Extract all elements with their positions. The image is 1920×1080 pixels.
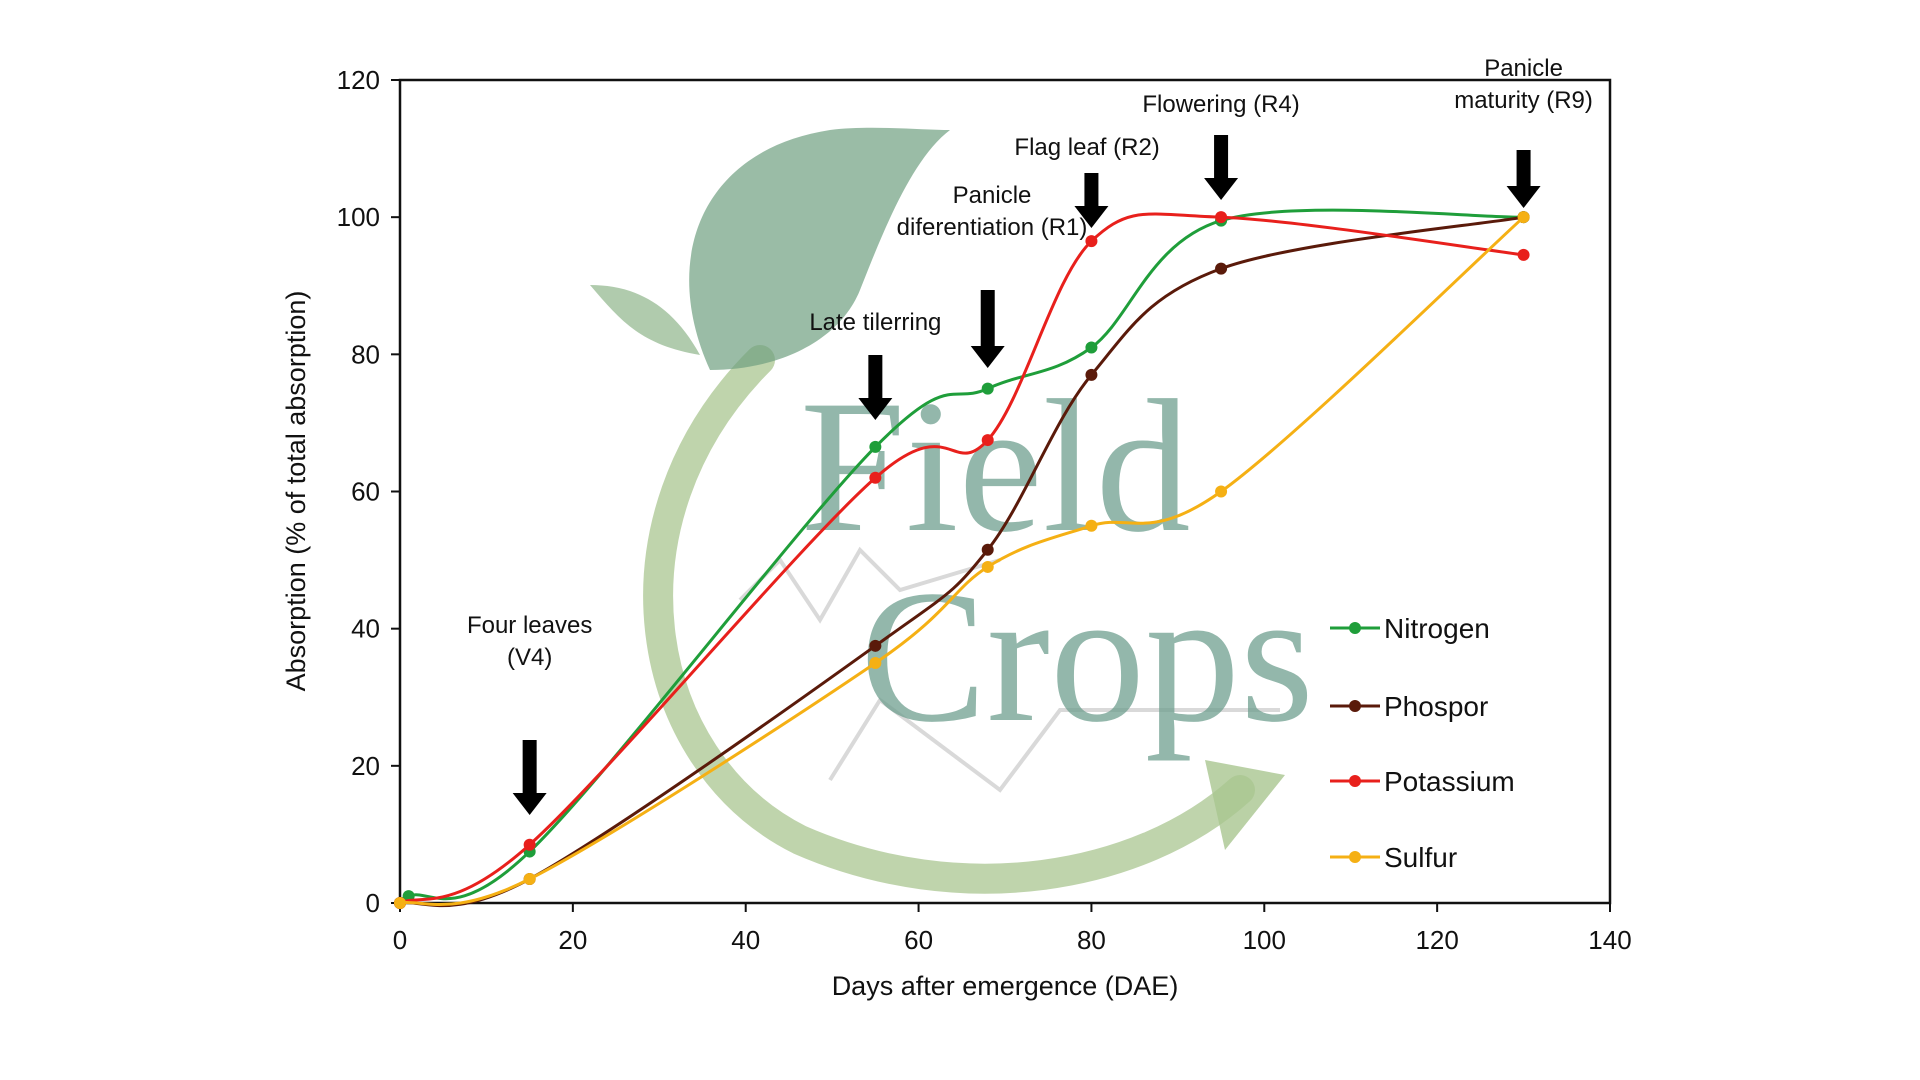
- y-axis-title: Absorption (% of total absorption): [281, 291, 311, 692]
- x-axis-title: Days after emergence (DAE): [832, 971, 1179, 1001]
- series-layer: [394, 208, 1530, 909]
- arrow-down-icon: [1204, 178, 1239, 200]
- data-point-sulfur: [394, 897, 406, 909]
- arrow-down-icon: [512, 793, 547, 815]
- y-tick-label: 60: [351, 477, 380, 507]
- data-point-potassium: [869, 471, 882, 484]
- x-tick-label: 100: [1243, 925, 1286, 955]
- arrow-shaft: [980, 290, 995, 348]
- data-point-potassium: [981, 434, 994, 447]
- x-tick-label: 40: [731, 925, 760, 955]
- axis-ticks: 0 20 40 60 80 100 120 140 0 20 40 60 80 100 120: [337, 65, 1632, 955]
- annotation-label: Flag leaf (R2): [1014, 134, 1159, 161]
- annotation-label: Four leaves: [467, 612, 592, 639]
- data-point-phospor: [981, 543, 994, 556]
- arrow-shaft: [1084, 173, 1099, 208]
- data-point-sulfur: [1085, 519, 1098, 532]
- legend-label: Sulfur: [1384, 842, 1457, 873]
- annotation-label: (V4): [507, 644, 552, 671]
- legend-label: Nitrogen: [1384, 613, 1490, 644]
- arrow-down-icon: [970, 346, 1005, 368]
- y-tick-label: 0: [366, 888, 380, 918]
- annotation-label: Panicle: [953, 182, 1032, 209]
- y-tick-label: 40: [351, 614, 380, 644]
- legend: Nitrogen Phospor Potassium Sulfur: [1330, 613, 1515, 873]
- data-point-sulfur: [869, 656, 882, 669]
- x-tick-label: 80: [1077, 925, 1106, 955]
- annotation-label: Flowering (R4): [1142, 91, 1299, 118]
- annotation-label: Late tilerring: [809, 309, 941, 336]
- data-point-phospor: [869, 639, 882, 652]
- legend-marker: [1349, 700, 1361, 712]
- legend-marker: [1349, 851, 1361, 863]
- legend-marker: [1349, 622, 1361, 634]
- annotation-label: diferentiation (R1): [897, 214, 1088, 241]
- data-point-nitrogen: [981, 382, 994, 395]
- series-line-potassium: [399, 212, 1524, 905]
- data-point-potassium: [1085, 235, 1098, 248]
- annotation-layer: Four leaves (V4) Late tilerring Panicle dife…: [467, 55, 1593, 815]
- x-tick-label: 60: [904, 925, 933, 955]
- y-tick-label: 100: [337, 202, 380, 232]
- x-tick-label: 140: [1588, 925, 1631, 955]
- data-point-potassium: [1517, 248, 1530, 261]
- data-point-nitrogen: [869, 440, 882, 453]
- y-tick-label: 80: [351, 339, 380, 369]
- data-point-potassium: [523, 838, 536, 851]
- arrow-shaft: [522, 740, 537, 795]
- watermark-line2: Crops: [860, 552, 1314, 762]
- data-point-phospor: [1085, 368, 1098, 381]
- arrow-shaft: [1516, 150, 1531, 188]
- data-point-nitrogen: [1085, 341, 1098, 354]
- watermark-leaf-large: [689, 127, 950, 371]
- data-point-sulfur: [1215, 485, 1228, 498]
- arrow-down-icon: [1506, 186, 1541, 208]
- x-tick-label: 120: [1415, 925, 1458, 955]
- data-point-potassium: [1215, 211, 1228, 224]
- legend-marker: [1349, 775, 1361, 787]
- arrow-shaft: [868, 355, 883, 400]
- annotation-label: maturity (R9): [1454, 87, 1593, 114]
- data-point-phospor: [1215, 262, 1228, 275]
- arrow-down-icon: [1074, 206, 1109, 228]
- data-point-sulfur: [1517, 211, 1530, 224]
- annotation-label: Panicle: [1484, 55, 1563, 82]
- legend-label: Phospor: [1384, 691, 1488, 722]
- arrow-shaft: [1214, 135, 1229, 180]
- arrow-down-icon: [858, 398, 893, 420]
- x-tick-label: 20: [558, 925, 587, 955]
- y-tick-label: 120: [337, 65, 380, 95]
- data-point-sulfur: [981, 560, 994, 573]
- y-tick-label: 20: [351, 751, 380, 781]
- watermark-arrow-head: [1205, 760, 1285, 850]
- x-tick-label: 0: [393, 925, 407, 955]
- data-point-sulfur: [523, 872, 536, 885]
- watermark-circle-arrow: [643, 345, 1255, 894]
- watermark-leaf-small: [590, 285, 700, 355]
- watermark-zigzag-2: [828, 697, 1280, 793]
- legend-label: Potassium: [1384, 766, 1515, 797]
